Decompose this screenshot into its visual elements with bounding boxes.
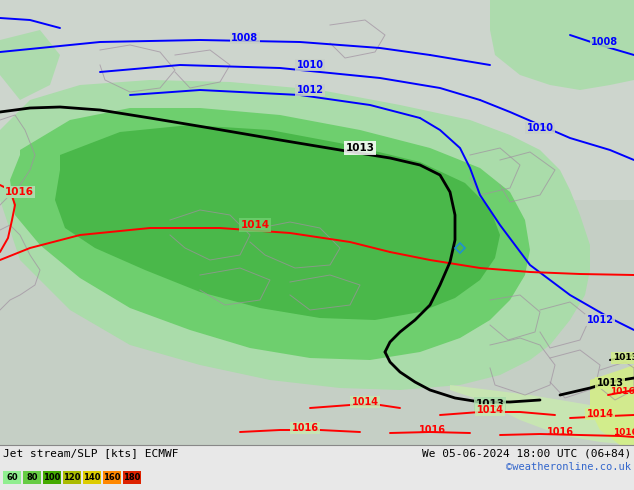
Polygon shape bbox=[450, 385, 634, 445]
FancyBboxPatch shape bbox=[3, 471, 21, 484]
Text: 1014: 1014 bbox=[586, 409, 614, 419]
Polygon shape bbox=[490, 0, 634, 90]
FancyBboxPatch shape bbox=[103, 471, 121, 484]
FancyBboxPatch shape bbox=[83, 471, 101, 484]
Text: 1014: 1014 bbox=[351, 397, 378, 407]
FancyBboxPatch shape bbox=[0, 445, 634, 490]
Text: 1016: 1016 bbox=[5, 187, 34, 197]
Text: 1013: 1013 bbox=[346, 143, 375, 153]
Text: 1016: 1016 bbox=[547, 427, 574, 437]
Text: We 05-06-2024 18:00 UTC (06+84): We 05-06-2024 18:00 UTC (06+84) bbox=[422, 448, 631, 458]
Text: 1013: 1013 bbox=[597, 378, 623, 388]
Text: 1012: 1012 bbox=[586, 315, 614, 325]
Text: 80: 80 bbox=[26, 473, 38, 482]
Text: 1012: 1012 bbox=[297, 85, 323, 95]
Text: 120: 120 bbox=[63, 473, 81, 482]
Text: 1014: 1014 bbox=[240, 220, 269, 230]
FancyBboxPatch shape bbox=[123, 471, 141, 484]
FancyBboxPatch shape bbox=[23, 471, 41, 484]
Text: 1010: 1010 bbox=[526, 123, 553, 133]
FancyBboxPatch shape bbox=[63, 471, 81, 484]
Text: 1016: 1016 bbox=[612, 427, 634, 437]
Text: Jet stream/SLP [kts] ECMWF: Jet stream/SLP [kts] ECMWF bbox=[3, 448, 179, 458]
Text: 1016: 1016 bbox=[292, 423, 318, 433]
Text: ©weatheronline.co.uk: ©weatheronline.co.uk bbox=[506, 462, 631, 472]
Text: 1016: 1016 bbox=[418, 425, 446, 435]
Polygon shape bbox=[0, 200, 634, 445]
FancyBboxPatch shape bbox=[43, 471, 61, 484]
Polygon shape bbox=[0, 30, 60, 100]
Polygon shape bbox=[55, 125, 500, 320]
Text: 1008: 1008 bbox=[231, 33, 259, 43]
Text: 100: 100 bbox=[43, 473, 61, 482]
Text: 180: 180 bbox=[123, 473, 141, 482]
Text: 1008: 1008 bbox=[592, 37, 619, 47]
Polygon shape bbox=[10, 108, 530, 360]
Text: 140: 140 bbox=[83, 473, 101, 482]
Text: 160: 160 bbox=[103, 473, 120, 482]
Polygon shape bbox=[590, 365, 634, 445]
Polygon shape bbox=[0, 80, 590, 390]
Text: 60: 60 bbox=[6, 473, 18, 482]
Text: 1014: 1014 bbox=[477, 405, 503, 415]
Text: 1013: 1013 bbox=[476, 399, 505, 409]
Text: 1010: 1010 bbox=[297, 60, 323, 70]
Polygon shape bbox=[0, 0, 634, 200]
Text: 1013: 1013 bbox=[612, 353, 634, 363]
Text: 1016: 1016 bbox=[609, 388, 634, 396]
